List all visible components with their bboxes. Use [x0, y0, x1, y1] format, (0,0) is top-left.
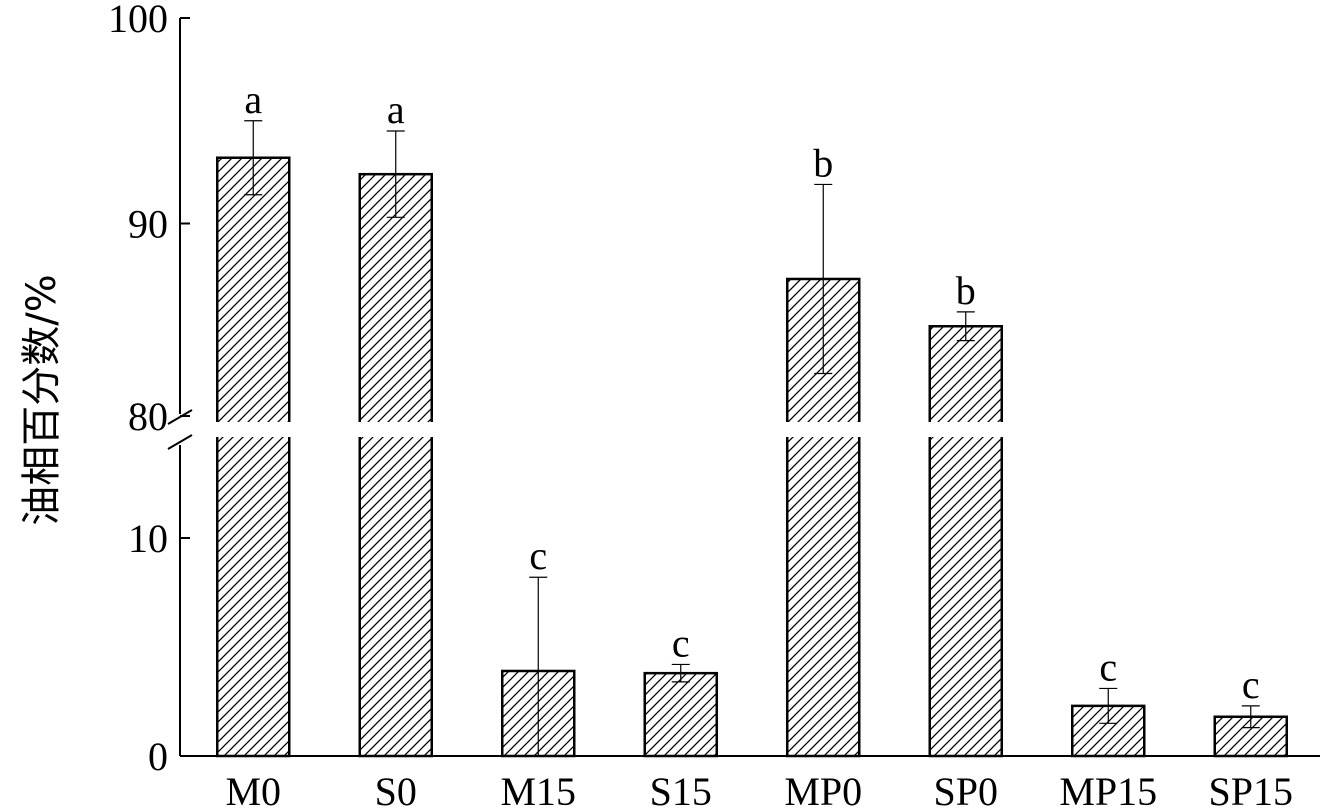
x-tick-label: MP0: [784, 769, 862, 811]
y-tick-label: 80: [128, 394, 168, 439]
bar-break-gap: [784, 422, 863, 437]
x-tick-label: S0: [375, 769, 417, 811]
bar-break-gap: [356, 422, 435, 437]
bar-S0: [358, 172, 433, 758]
x-tick-label: S15: [650, 769, 712, 811]
y-tick-label: 0: [148, 734, 168, 779]
bar-M0: [216, 156, 291, 758]
x-tick-label: SP0: [934, 769, 999, 811]
x-tick-label: SP15: [1209, 769, 1294, 811]
x-tick-label: MP15: [1059, 769, 1157, 811]
significance-label: c: [1242, 662, 1260, 707]
significance-label: b: [956, 268, 976, 313]
plot-area: 0 10 80 90 100 a M0 a S0 c M15 c S15 b MP0 b SP0 c MP15 c SP…: [108, 0, 1320, 811]
significance-label: a: [244, 77, 262, 122]
y-axis-title: 油相百分数/%: [19, 274, 65, 525]
significance-label: a: [387, 87, 405, 132]
bar-SP0: [928, 325, 1003, 758]
significance-label: b: [813, 140, 833, 185]
y-tick-label: 100: [108, 0, 168, 41]
bar-break-gap: [214, 422, 293, 437]
x-tick-label: M0: [225, 769, 281, 811]
significance-label: c: [529, 533, 547, 578]
bar-break-gap: [926, 422, 1005, 437]
significance-label: c: [672, 620, 690, 665]
x-tick-label: M15: [500, 769, 576, 811]
y-tick-label: 10: [128, 516, 168, 561]
bar-S15: [643, 671, 718, 758]
y-tick-label: 90: [128, 202, 168, 247]
axis-break-mark: [167, 434, 193, 450]
significance-label: c: [1099, 644, 1117, 689]
